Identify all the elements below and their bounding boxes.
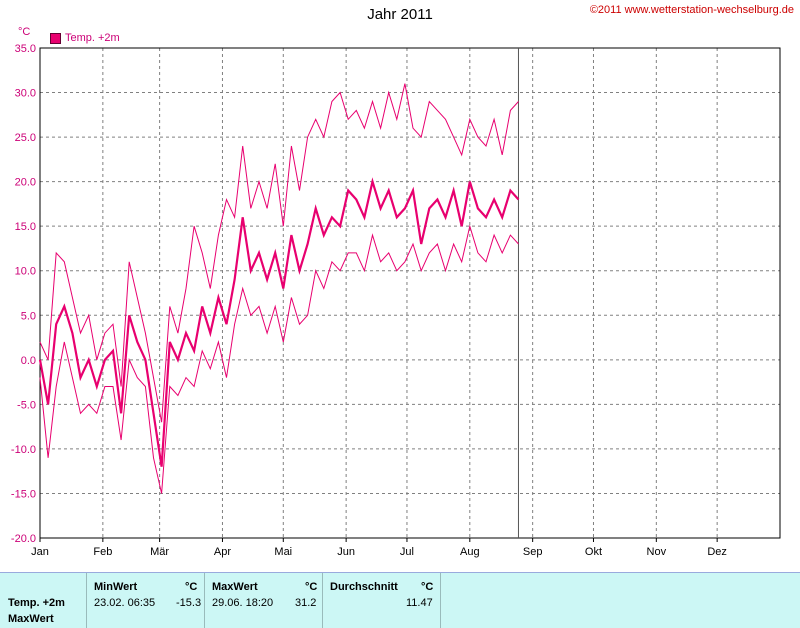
x-tick-label: Dez bbox=[707, 546, 727, 558]
legend: Temp. +2m bbox=[50, 32, 120, 44]
y-tick-label: -10.0 bbox=[11, 444, 36, 456]
y-tick-label: 10.0 bbox=[15, 266, 36, 278]
stats-min-head: MinWert bbox=[94, 581, 138, 593]
series-lines bbox=[38, 83, 520, 494]
temperature-chart: 35.0 30.0 25.0 20.0 15.0 10.0 5.0 0.0 -5.0 -10.0 -… bbox=[11, 43, 781, 558]
stats-row-label: Temp. +2m bbox=[8, 597, 65, 609]
stats-avg-value: 11.47 bbox=[406, 597, 433, 609]
series-line-avg bbox=[38, 177, 520, 467]
chart-title: Jahr 2011 bbox=[367, 6, 433, 23]
stats-divider bbox=[440, 573, 442, 628]
stats-max-value: 31.2 bbox=[295, 597, 317, 609]
x-tick-label: Mai bbox=[274, 546, 292, 558]
y-tick-label: -15.0 bbox=[11, 488, 36, 500]
series-line-min bbox=[39, 224, 519, 494]
x-tick-label: Sep bbox=[523, 546, 543, 558]
x-tick-label: Jun bbox=[337, 546, 355, 558]
stats-avg-column: Durchschnitt °C 11.47 bbox=[322, 573, 441, 628]
plot-frame bbox=[39, 47, 781, 539]
stats-max-column: MaxWert °C 29.06. 18:20 31.2 bbox=[204, 573, 323, 628]
x-tick-label: Mär bbox=[150, 546, 169, 558]
stats-avg-unit: °C bbox=[421, 581, 434, 593]
y-tick-label: 25.0 bbox=[15, 132, 36, 144]
y-tick-label: 15.0 bbox=[15, 221, 36, 233]
y-axis-unit: °C bbox=[18, 26, 31, 38]
x-tick-label: Nov bbox=[647, 546, 667, 558]
x-tick-label: Jan bbox=[31, 546, 49, 558]
x-tick-label: Feb bbox=[93, 546, 112, 558]
x-tick-label: Apr bbox=[214, 546, 231, 558]
chart-grid bbox=[40, 48, 780, 538]
y-tick-label: -20.0 bbox=[11, 533, 36, 545]
copyright-link[interactable]: ©2011 www.wetterstation-wechselburg.de bbox=[589, 4, 794, 16]
y-tick-label: -5.0 bbox=[17, 399, 36, 411]
stats-min-column: MinWert °C 23.02. 06:35 -15.3 bbox=[86, 573, 205, 628]
chart-axes: 35.0 30.0 25.0 20.0 15.0 10.0 5.0 0.0 -5.0 -10.0 -… bbox=[11, 43, 781, 558]
y-tick-label: 30.0 bbox=[15, 88, 36, 100]
stats-max-unit: °C bbox=[305, 581, 318, 593]
y-tick-label: 20.0 bbox=[15, 177, 36, 189]
stats-max-head: MaxWert bbox=[212, 581, 258, 593]
legend-label: Temp. +2m bbox=[65, 32, 120, 44]
y-tick-label: 5.0 bbox=[21, 310, 36, 322]
stats-min-when: 23.02. 06:35 bbox=[94, 597, 156, 609]
series-line-max bbox=[39, 83, 519, 423]
legend-swatch bbox=[50, 32, 61, 44]
x-tick-label: Jul bbox=[400, 546, 414, 558]
x-tick-label: Aug bbox=[460, 546, 480, 558]
x-tick-label: Okt bbox=[585, 546, 602, 558]
stats-min-value: -15.3 bbox=[176, 597, 202, 609]
stats-max-when: 29.06. 18:20 bbox=[212, 597, 274, 609]
stats-panel: Temp. +2m MaxWert MinWert °C 23.02. 06:3… bbox=[0, 572, 800, 628]
y-tick-label: 35.0 bbox=[15, 43, 36, 55]
stats-row-label-2: MaxWert bbox=[8, 613, 54, 625]
y-tick-label: 0.0 bbox=[21, 355, 36, 367]
stats-min-unit: °C bbox=[185, 581, 198, 593]
stats-avg-head: Durchschnitt bbox=[330, 581, 398, 593]
